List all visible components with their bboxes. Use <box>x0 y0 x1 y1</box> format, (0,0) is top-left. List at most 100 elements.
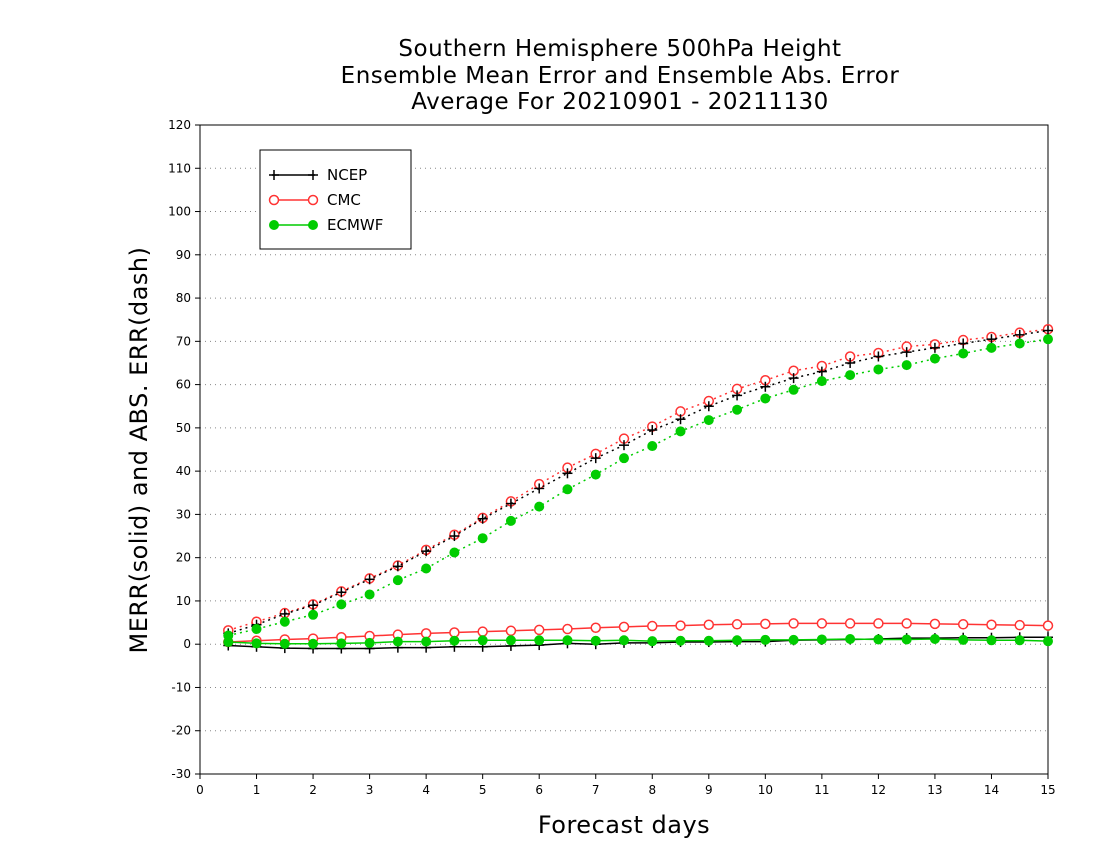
x-tick-label: 6 <box>535 783 543 797</box>
ncep-abs-err-point <box>619 440 629 451</box>
ecmwf-abs-err-point <box>505 515 516 526</box>
ecmwf-merr-point <box>1043 636 1053 647</box>
ecmwf-abs-err-point <box>703 415 714 426</box>
ecmwf-abs-err-point <box>449 547 460 558</box>
ncep-abs-err-point <box>703 401 714 412</box>
ecmwf-merr-point <box>477 635 488 646</box>
cmc-merr-point <box>901 618 912 629</box>
legend-marker-cmc <box>268 194 280 206</box>
y-tick-label: -20 <box>171 724 191 738</box>
series-layer <box>223 323 1054 654</box>
y-tick-label: 90 <box>176 248 191 262</box>
ecmwf-abs-err-point <box>816 376 827 387</box>
ncep-abs-err-point <box>675 414 686 425</box>
x-tick-label: 5 <box>479 783 487 797</box>
ecmwf-merr-point <box>703 635 714 646</box>
ecmwf-merr-point <box>308 638 319 649</box>
ncep-abs-err-point <box>562 468 573 479</box>
legend-label-ecmwf: ECMWF <box>327 216 383 234</box>
ecmwf-merr-point <box>901 634 912 645</box>
ecmwf-abs-err-point <box>477 533 488 544</box>
x-tick-label: 13 <box>927 783 942 797</box>
y-tick-label: 110 <box>168 161 191 175</box>
ecmwf-merr-point <box>392 636 403 647</box>
ncep-abs-err-point <box>929 342 940 353</box>
ecmwf-merr-point <box>760 634 771 645</box>
ncep-abs-err-point <box>788 373 799 384</box>
ncep-abs-err-point <box>873 351 884 362</box>
plot-frame <box>199 124 1049 775</box>
ecmwf-merr-point <box>562 635 573 646</box>
ecmwf-merr-point <box>1014 635 1025 646</box>
ncep-abs-err-point <box>590 453 601 464</box>
x-tick-label: 2 <box>309 783 317 797</box>
cmc-merr-point <box>957 619 969 630</box>
ecmwf-merr-point <box>336 638 347 649</box>
ecmwf-abs-err-point <box>958 348 969 359</box>
ncep-abs-err-point <box>505 498 516 509</box>
x-tick-label: 0 <box>196 783 204 797</box>
x-tick-label: 8 <box>648 783 656 797</box>
ecmwf-merr-point <box>732 635 743 646</box>
legend-label-cmc: CMC <box>327 191 361 209</box>
cmc-merr-point <box>929 618 941 630</box>
y-tick-label: 80 <box>176 291 191 305</box>
ncep-abs-err-point <box>534 483 545 494</box>
cmc-merr-point <box>873 618 884 629</box>
y-axis-title: MERR(solid) and ABS. ERR(dash) <box>125 247 153 654</box>
ecmwf-abs-err-point <box>986 342 997 353</box>
ecmwf-merr-point <box>619 635 629 646</box>
cmc-merr-point <box>505 625 517 637</box>
ecmwf-abs-err-point <box>421 563 432 574</box>
x-tick-label: 11 <box>814 783 829 797</box>
x-tick-label: 3 <box>366 783 374 797</box>
ecmwf-abs-err-point <box>590 469 601 480</box>
x-axis-title: Forecast days <box>538 811 710 839</box>
cmc-merr-point <box>1014 619 1025 631</box>
cmc-merr-point <box>675 620 686 631</box>
legend: NCEP CMC ECMWF <box>259 149 412 250</box>
ecmwf-abs-err-point <box>647 441 658 452</box>
ecmwf-merr-point <box>958 634 969 645</box>
x-tick-label: 14 <box>984 783 999 797</box>
y-tick-label: 70 <box>176 334 191 348</box>
ecmwf-abs-err-point <box>562 484 573 495</box>
cmc-merr-point <box>986 619 997 630</box>
ecmwf-abs-err-point <box>1014 338 1025 349</box>
ecmwf-merr-point <box>251 638 262 649</box>
cmc-merr-point <box>731 619 743 630</box>
ecmwf-merr-point <box>816 634 827 645</box>
x-tick-label: 1 <box>253 783 261 797</box>
ecmwf-abs-err-line <box>228 338 1049 637</box>
ecmwf-merr-point <box>845 634 856 645</box>
ecmwf-merr-point <box>986 635 997 646</box>
ecmwf-abs-err-point <box>279 616 290 627</box>
ecmwf-merr-point <box>647 636 658 647</box>
ecmwf-abs-err-point <box>788 384 799 395</box>
x-tick-label: 4 <box>422 783 430 797</box>
legend-marker-ncep <box>269 170 279 180</box>
ncep-abs-err-point <box>1014 329 1025 340</box>
cmc-merr-point <box>533 624 545 636</box>
ecmwf-merr-point <box>279 638 290 649</box>
ecmwf-merr-point <box>449 635 460 646</box>
y-tick-label: -30 <box>171 767 191 781</box>
ncep-abs-err-point <box>421 546 432 557</box>
ncep-abs-err-point <box>449 531 460 542</box>
ecmwf-abs-err-point <box>364 589 375 600</box>
ecmwf-abs-err-point <box>251 624 262 635</box>
cmc-merr-point <box>760 618 771 630</box>
y-tick-label: -10 <box>171 680 191 694</box>
x-tick-label: 10 <box>758 783 773 797</box>
ncep-abs-err-point <box>364 574 375 585</box>
cmc-merr-point <box>844 618 856 629</box>
ncep-abs-err-point <box>308 600 319 611</box>
x-tick-label: 12 <box>871 783 886 797</box>
ecmwf-merr-point <box>505 635 516 646</box>
ecmwf-merr-point <box>364 637 375 648</box>
ncep-abs-err-point <box>1043 325 1053 336</box>
cmc-merr-point <box>618 621 630 633</box>
ncep-abs-err-point <box>760 381 771 392</box>
x-tick-label: 9 <box>705 783 713 797</box>
ncep-abs-err-point <box>477 513 488 524</box>
